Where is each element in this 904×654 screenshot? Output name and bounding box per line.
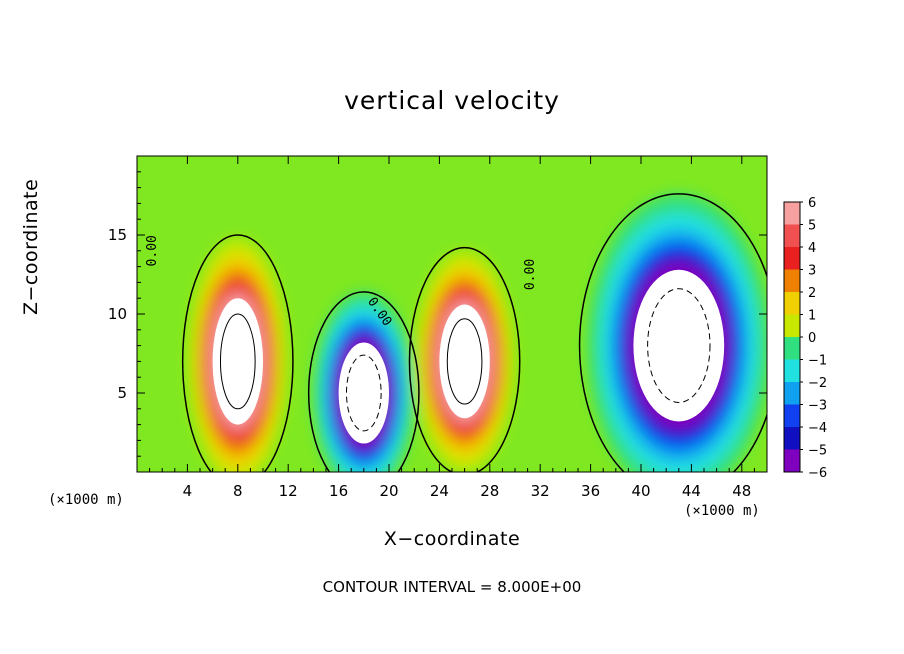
- contour-zero-1: [307, 291, 420, 472]
- contour-inner-1: [345, 354, 382, 432]
- x-tick-label: 32: [531, 482, 550, 500]
- x-tick-label: 36: [581, 482, 600, 500]
- colorbar-tick-label: 4: [808, 241, 816, 256]
- x-tick-label: 44: [682, 482, 701, 500]
- colorbar-swatch: [784, 337, 800, 360]
- y-unit-label: (×1000 m): [48, 492, 124, 508]
- x-axis-label: X−coordinate: [383, 528, 521, 550]
- contour-inner-3: [647, 288, 711, 403]
- contour-interval-note: CONTOUR INTERVAL = 8.000E+00: [322, 578, 582, 596]
- colorbar-tick-label: 2: [808, 286, 816, 301]
- x-tick-label: 12: [279, 482, 298, 500]
- colorbar-swatch: [784, 224, 800, 247]
- y-axis-label: Z−coordinate: [20, 178, 42, 315]
- contour-label: 0.00: [523, 259, 538, 290]
- colorbar-tick-label: 5: [808, 219, 816, 234]
- contour-label: 0.00: [145, 235, 160, 266]
- colorbar-swatch: [784, 449, 800, 472]
- colorbar-swatch: [784, 202, 800, 225]
- contour-inner-0: [219, 313, 256, 410]
- x-tick-label: 4: [183, 482, 193, 500]
- colorbar-swatch: [784, 292, 800, 315]
- colorbar-tick-label: −5: [808, 444, 827, 459]
- x-tick-label: 16: [329, 482, 348, 500]
- colorbar-tick-label: −4: [808, 421, 827, 436]
- y-tick-label: 15: [108, 226, 127, 244]
- colorbar-swatch: [784, 404, 800, 427]
- contour-inner-2: [446, 318, 483, 405]
- x-tick-label: 20: [379, 482, 398, 500]
- colorbar-tick-label: 1: [808, 309, 816, 324]
- colorbar-swatch: [784, 427, 800, 450]
- colorbar-tick-label: 6: [808, 196, 816, 211]
- colorbar-swatch: [784, 382, 800, 405]
- colorbar-tick-label: 3: [808, 264, 816, 279]
- x-tick-label: 40: [631, 482, 650, 500]
- chart-title: vertical velocity: [344, 86, 560, 115]
- x-unit-label: (×1000 m): [684, 503, 760, 519]
- field-core-3: [633, 269, 725, 422]
- colorbar-tick-label: −1: [808, 354, 827, 369]
- colorbar-swatch: [784, 314, 800, 337]
- colorbar-tick-label: −6: [808, 466, 827, 481]
- colorbar-swatch: [784, 269, 800, 292]
- contour-zero-0: [181, 234, 294, 472]
- x-tick-label: 8: [233, 482, 243, 500]
- x-tick-label: 48: [732, 482, 751, 500]
- x-tick-label: 28: [480, 482, 499, 500]
- colorbar-swatch: [784, 247, 800, 270]
- colorbar-swatch: [784, 359, 800, 382]
- colorbar-tick-label: −2: [808, 376, 827, 391]
- y-tick-label: 5: [117, 384, 127, 402]
- y-tick-label: 10: [108, 305, 127, 323]
- colorbar-tick-label: 0: [808, 331, 816, 346]
- contour-zero-2: [408, 246, 521, 472]
- colorbar-tick-label: −3: [808, 399, 827, 414]
- contour-zero-3: [578, 193, 767, 472]
- x-tick-label: 24: [430, 482, 449, 500]
